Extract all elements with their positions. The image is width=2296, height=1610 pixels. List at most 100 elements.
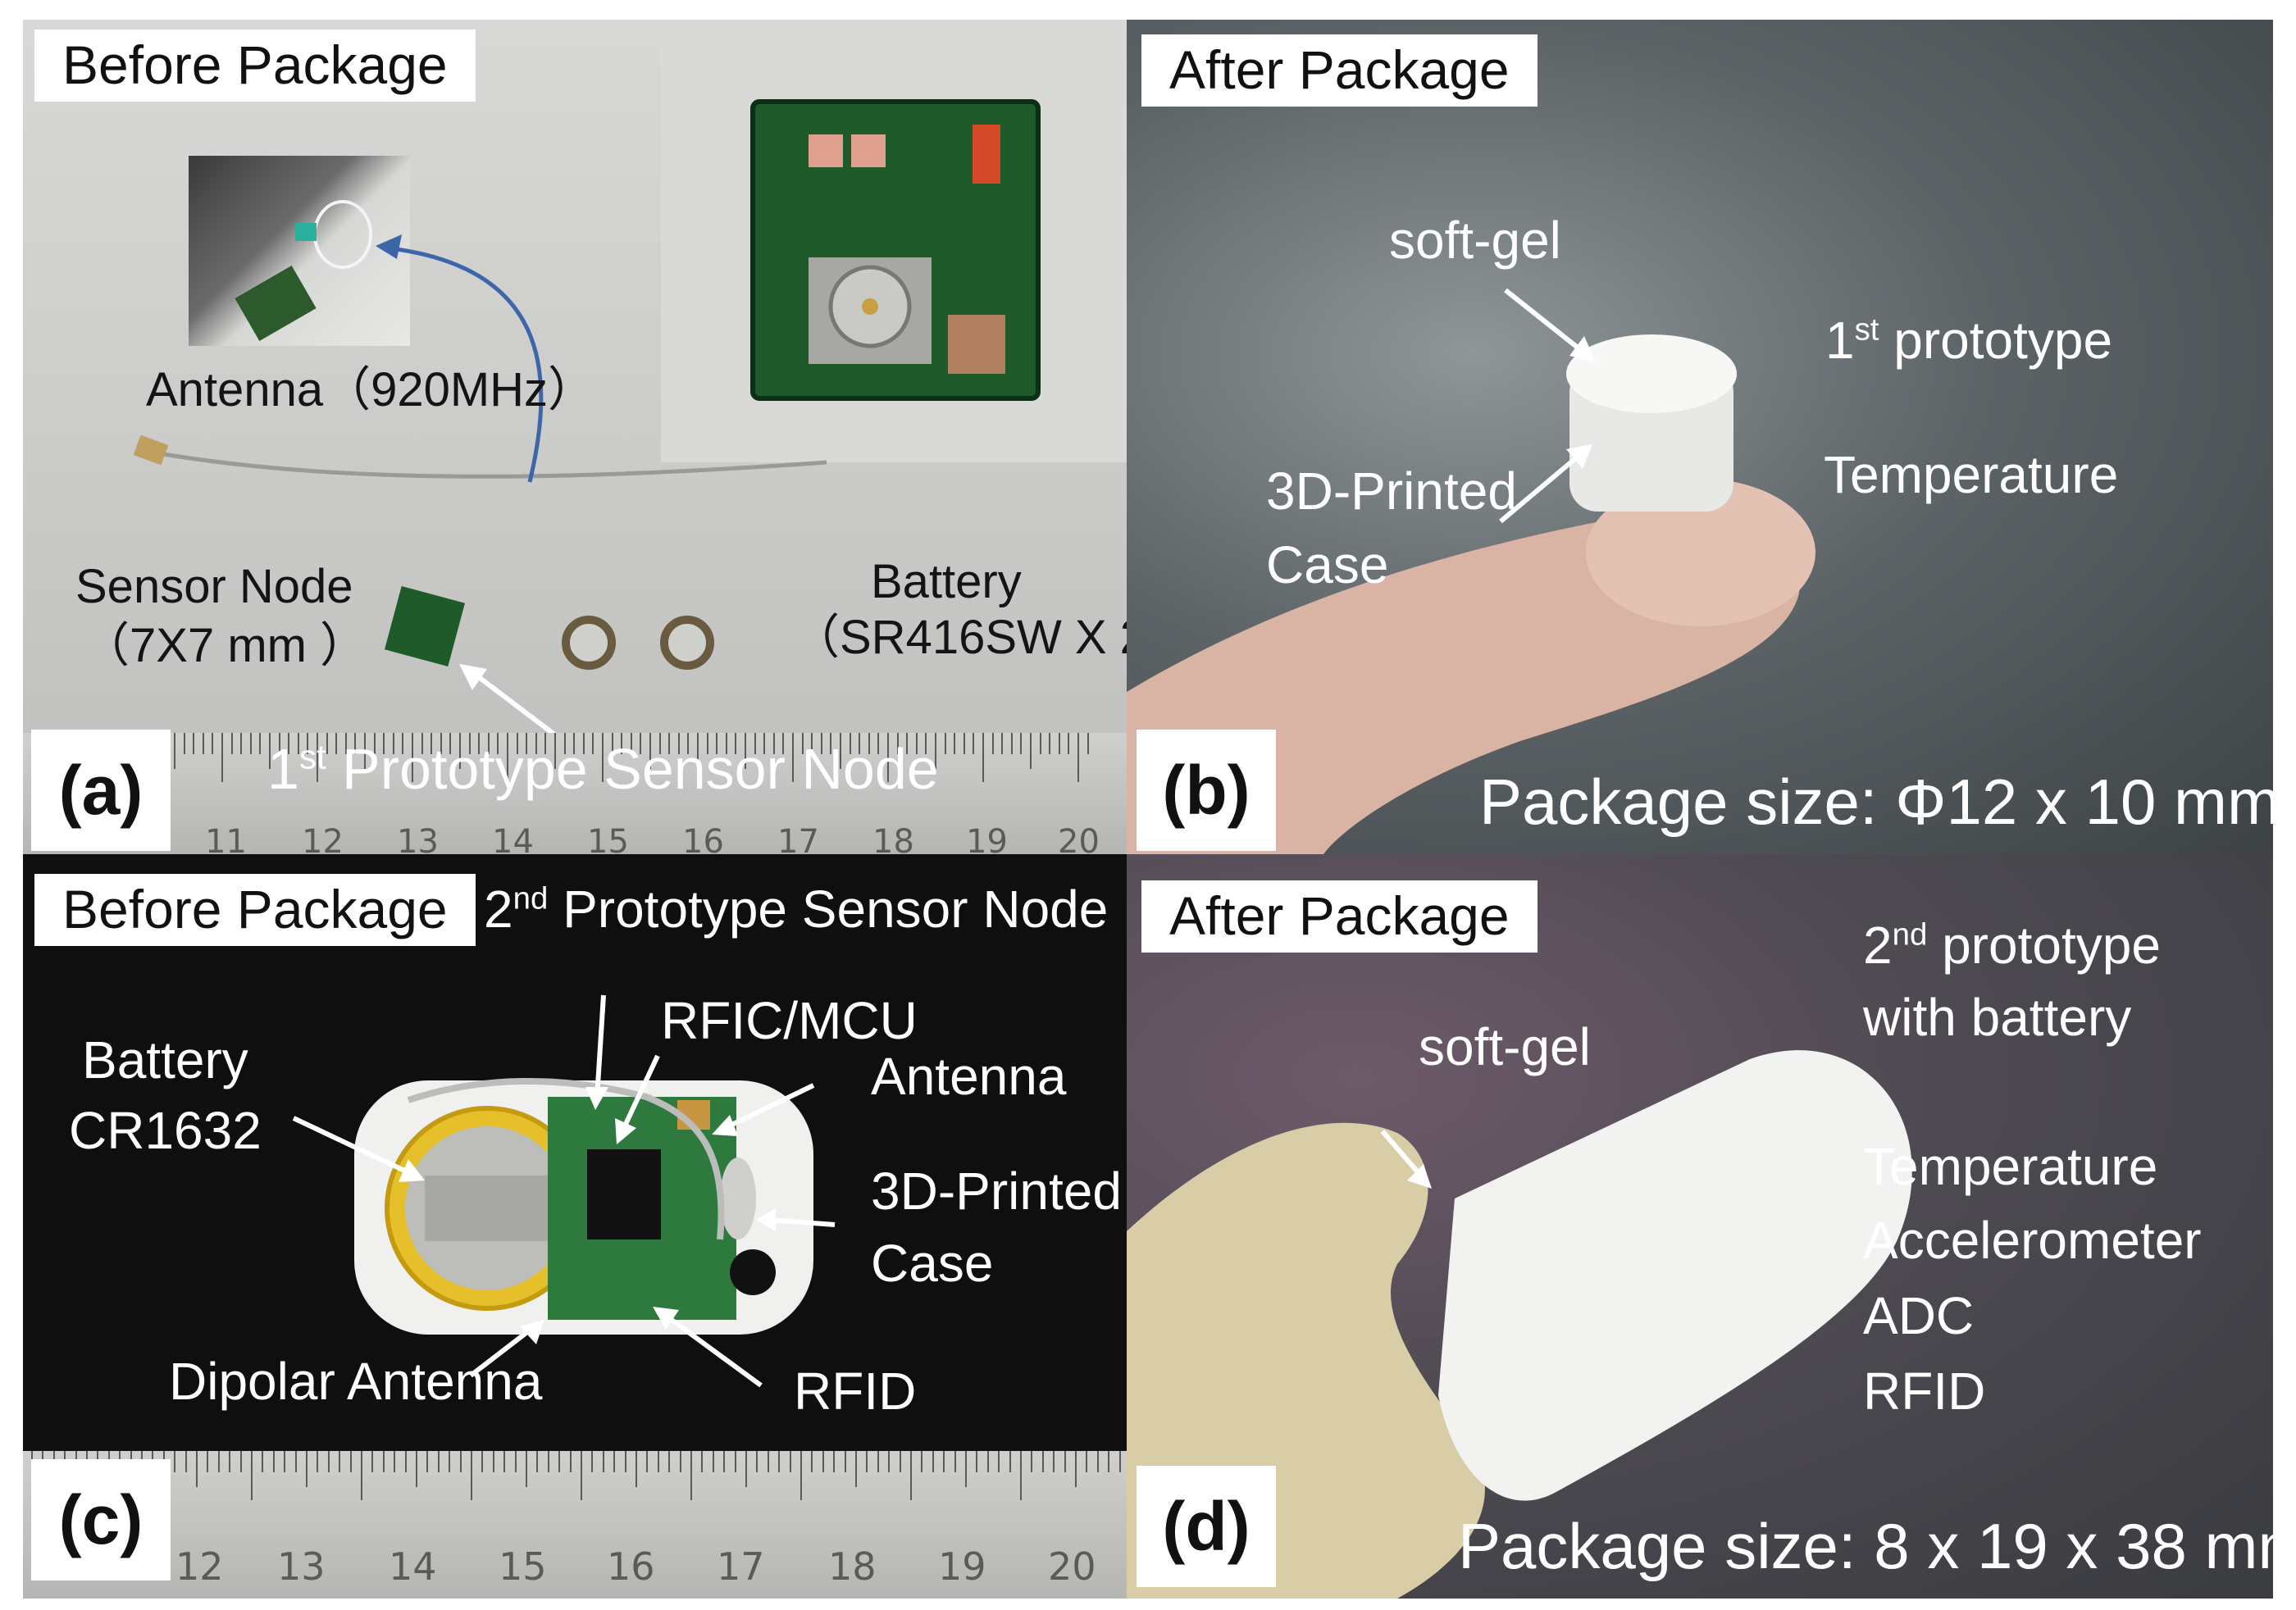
ruler-tick [800, 1451, 802, 1500]
panel-b-letter: (b) [1137, 730, 1276, 851]
ruler-tick [646, 1451, 649, 1472]
case-hole-2 [730, 1249, 776, 1295]
ruler-tick [1020, 733, 1023, 754]
panel-a-letter: (a) [31, 730, 171, 851]
antenna-inset-photo [189, 156, 410, 346]
ruler-tick [503, 1451, 506, 1472]
ruler-tick [833, 1451, 836, 1472]
package-size-b: Package size: Φ12 x 10 mm [1479, 766, 2273, 838]
mcu-chip [587, 1149, 661, 1239]
sensor-rfid-d: RFID [1863, 1362, 1986, 1421]
ruler-tick [954, 1451, 956, 1472]
ruler-tick [640, 733, 642, 754]
ruler-tick [344, 733, 347, 754]
ruler-tick [602, 1451, 604, 1472]
proto-rest: prototype [1927, 916, 2161, 975]
ruler-tick [327, 1451, 330, 1472]
dipolar-arrowhead [520, 1320, 544, 1344]
ruler-tick [658, 733, 661, 754]
ruler-tick [558, 1451, 561, 1472]
ruler-tick [820, 733, 822, 754]
ruler-tick [621, 733, 623, 754]
ruler-tick [792, 733, 794, 782]
ruler-tick [196, 1451, 198, 1487]
ruler-tick [986, 1451, 989, 1472]
ruler-tick [630, 733, 632, 754]
ruler-tick [668, 1451, 671, 1472]
ruler-tick [1049, 733, 1051, 754]
ruler-tick [868, 733, 870, 754]
ruler-tick [416, 1451, 417, 1487]
ruler-tick [269, 733, 271, 769]
ruler-num: 12 [302, 823, 344, 854]
antenna-connector [133, 434, 169, 466]
proto-rest: Prototype Sensor Node [548, 880, 1109, 939]
ruler-tick [1086, 733, 1089, 754]
panel-c-letter: (c) [31, 1459, 171, 1580]
ruler-tick [297, 733, 299, 754]
ruler-tick [202, 733, 204, 754]
ruler-tick [756, 1451, 758, 1472]
ruler-tick [866, 1451, 868, 1472]
ruler-tick [877, 1451, 879, 1472]
ruler-num: 13 [277, 1544, 326, 1589]
ruler-tick [734, 1451, 736, 1472]
battery-clip [425, 1176, 564, 1241]
proto-sup: nd [1892, 916, 1928, 953]
ruler-tick [230, 733, 233, 754]
ruler-tick [459, 733, 461, 769]
pad-2 [851, 134, 886, 167]
ruler-tick [326, 733, 328, 754]
dipolar-wire [407, 1078, 725, 1240]
ruler-tick [822, 1451, 824, 1472]
ruler-tick [899, 1451, 901, 1472]
ruler-tick [174, 733, 175, 769]
ruler-tick [497, 733, 499, 754]
ruler-tick [745, 733, 746, 769]
ruler-tick [649, 733, 651, 769]
ruler-tick [402, 733, 404, 754]
ruler-tick [371, 1451, 374, 1472]
ruler-tick [849, 733, 851, 754]
ruler-tick [449, 733, 452, 754]
ruler-tick [536, 1451, 539, 1472]
ruler-tick [364, 733, 366, 769]
ruler-tick [735, 733, 737, 754]
antenna-pcb-small [235, 266, 317, 341]
rfic-arrow [619, 1054, 660, 1135]
softgel-label: soft-gel [1389, 211, 1561, 270]
battery-pad [948, 315, 1005, 374]
proto-num: 2 [484, 880, 513, 939]
ruler-tick [944, 733, 946, 754]
prototype-1-label: 1st Prototype Sensor Node [267, 738, 939, 801]
ruler-tick [932, 1451, 934, 1472]
gel-cap-body [1569, 364, 1733, 512]
ruler-tick [921, 1451, 923, 1472]
battery-cell-1 [562, 616, 616, 670]
ruler-tick [492, 1451, 494, 1472]
ruler-c: 12 13 14 15 16 17 18 19 20 [23, 1451, 1127, 1599]
gel-package [1438, 1050, 1912, 1501]
ruler-tick [1009, 1451, 1011, 1472]
ruler-tick [690, 1451, 692, 1500]
ruler-tick [925, 733, 927, 754]
ruler-tick [412, 733, 413, 782]
case-label-c2: Case [871, 1234, 994, 1293]
ruler-tick [811, 733, 813, 754]
ruler-tick [906, 733, 909, 754]
ruler-tick [1020, 1451, 1022, 1500]
ruler-tick [1086, 1451, 1088, 1472]
ruler-tick [1118, 1451, 1121, 1472]
rfic-arrowhead [615, 1118, 636, 1144]
ruler-num: 18 [872, 823, 914, 854]
ruler-tick [954, 733, 956, 754]
ruler-num: 17 [717, 1544, 765, 1589]
ruler-tick [1031, 1451, 1033, 1472]
ruler-tick [1068, 733, 1070, 754]
ruler-tick [844, 1451, 846, 1472]
ruler-tick [306, 1451, 308, 1487]
ruler-tick [183, 733, 185, 754]
softgel-arrow [1504, 288, 1588, 357]
ruler-tick [240, 733, 243, 754]
panel-b-header: After Package [1141, 34, 1538, 107]
